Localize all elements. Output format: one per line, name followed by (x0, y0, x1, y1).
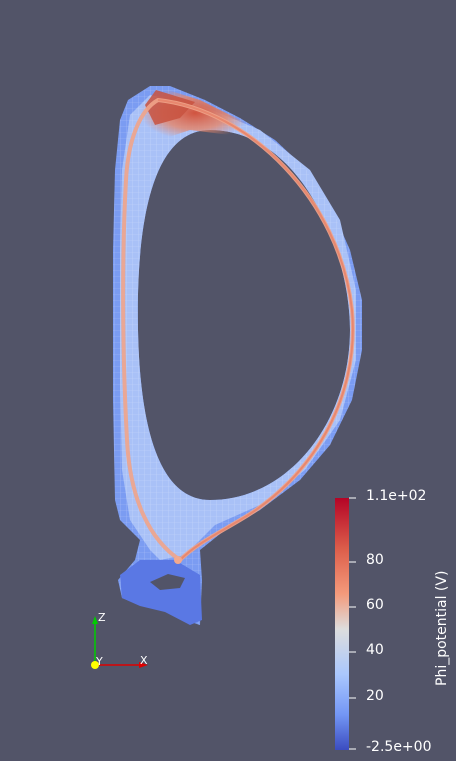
colorbar-tick-80: 80 (366, 552, 384, 568)
axis-z-label: Z (98, 611, 106, 624)
plasma-mesh (113, 86, 362, 625)
colorbar-ticks (349, 498, 356, 749)
colorbar-gradient (335, 498, 349, 750)
mesh-grid-overlay (113, 86, 362, 625)
colorbar-tick-20: 20 (366, 688, 384, 704)
axis-y-label: Y (96, 655, 103, 668)
colorbar-max-label: 1.1e+02 (366, 488, 426, 504)
colorbar-min-label: -2.5e+00 (366, 739, 431, 755)
colorbar-title: Phi_potential (V) (434, 571, 450, 686)
axis-x-label: X (140, 654, 148, 667)
colorbar-tick-60: 60 (366, 597, 384, 613)
divertor-region (120, 560, 202, 625)
colorbar-tick-40: 40 (366, 642, 384, 658)
colorbar (335, 498, 356, 750)
